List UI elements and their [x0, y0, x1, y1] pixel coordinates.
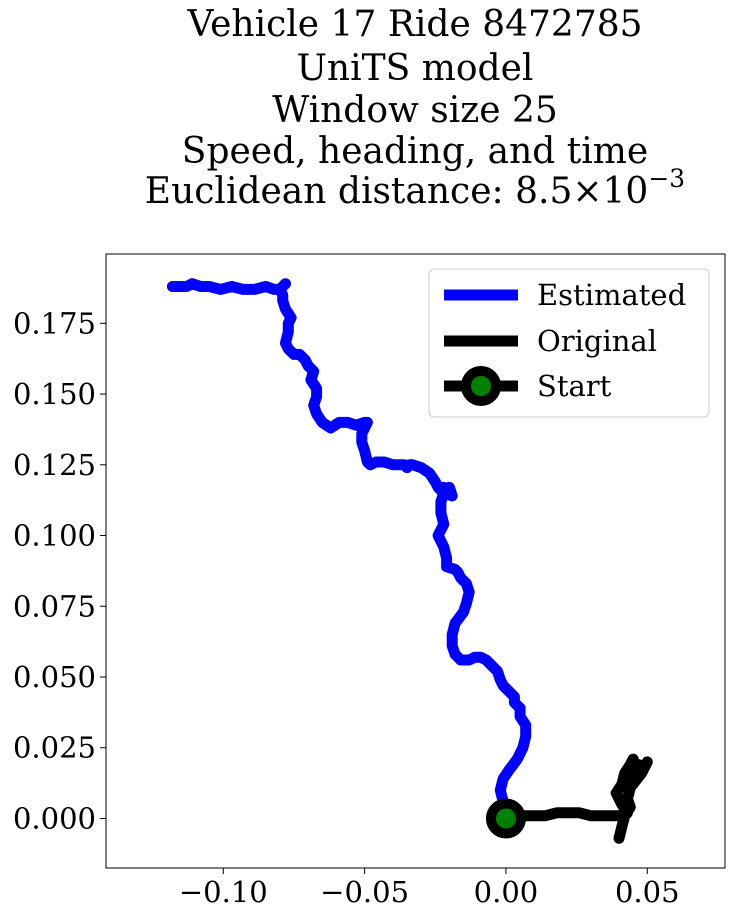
x-tick-label: −0.10 [179, 875, 268, 909]
series-original-line [500, 753, 653, 844]
y-tick-label: 0.100 [13, 519, 96, 553]
y-tick-label: 0.150 [13, 377, 96, 411]
legend-label-estimated: Estimated [537, 278, 686, 312]
title-line-4: Speed, heading, and time [182, 131, 648, 172]
y-tick-label: 0.050 [13, 660, 96, 694]
y-axis: 0.000 0.025 0.050 0.075 0.100 0.125 0.150 0.175 [13, 306, 106, 835]
title-line-5: Euclidean distance: 8.5×10−3 [145, 164, 685, 212]
legend-marker-start [461, 366, 501, 406]
start-marker [485, 798, 526, 839]
title-metric-base: 10 [603, 171, 649, 212]
y-tick-label: 0.125 [13, 448, 96, 482]
x-axis: −0.10 −0.05 0.00 0.05 [179, 868, 680, 909]
y-tick-label: 0.025 [13, 731, 96, 765]
title-metric-mantissa: 8.5 [515, 171, 572, 212]
y-tick-label: 0.075 [13, 589, 96, 623]
title-metric-prefix: Euclidean distance: [145, 171, 515, 212]
x-tick-label: −0.05 [320, 875, 409, 909]
title-metric-exponent: −3 [648, 164, 685, 193]
legend: Estimated Original Start [428, 268, 710, 418]
plot-frame [105, 253, 726, 869]
series-estimated-line [166, 278, 532, 819]
title-line-2: UniTS model [297, 48, 534, 89]
chart-title: Vehicle 17 Ride 8472785 UniTS model Wind… [145, 4, 685, 212]
title-metric-times: × [572, 171, 602, 212]
y-tick-label: 0.175 [13, 306, 96, 340]
y-tick-label: 0.000 [13, 801, 96, 835]
title-line-3: Window size 25 [272, 90, 558, 131]
x-tick-label: 0.00 [474, 875, 539, 909]
legend-label-original: Original [537, 324, 657, 358]
x-tick-label: 0.05 [615, 875, 680, 909]
legend-label-start: Start [537, 369, 612, 403]
plot-area [166, 278, 653, 844]
title-line-1: Vehicle 17 Ride 8472785 [186, 4, 642, 45]
